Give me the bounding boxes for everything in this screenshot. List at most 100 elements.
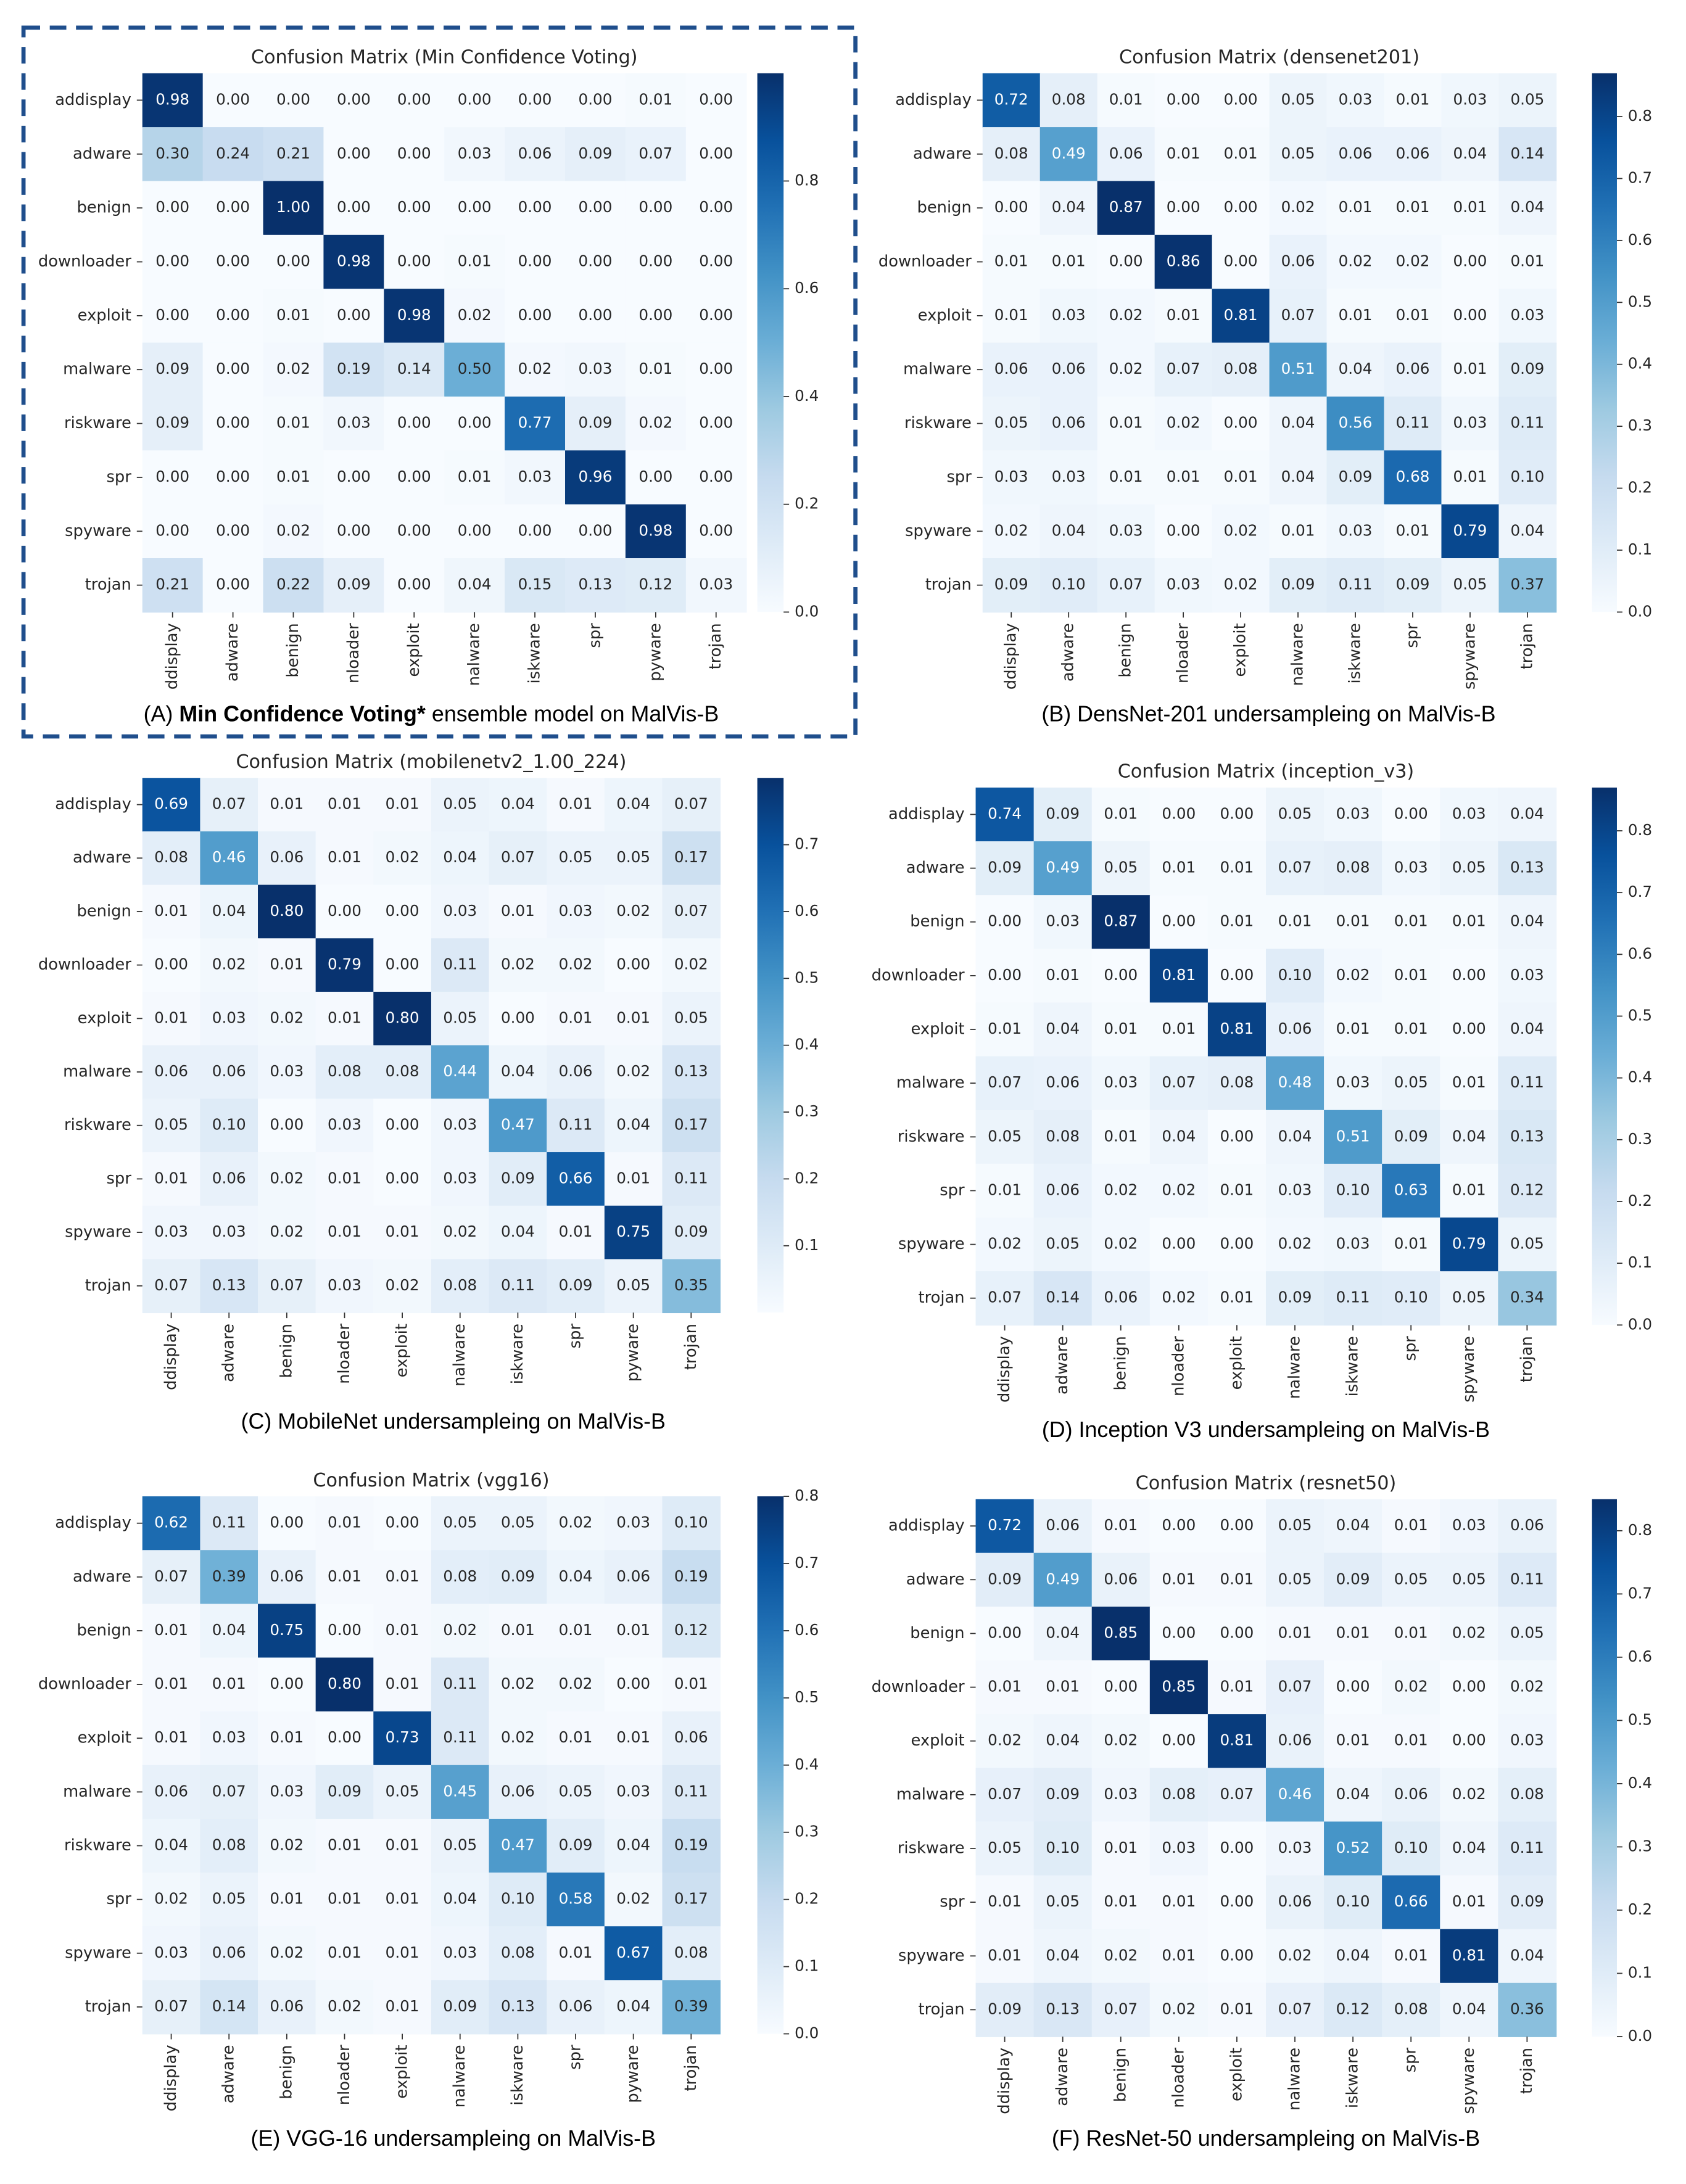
cell-label: 0.03 (579, 360, 613, 377)
heatmap-cell (1033, 1499, 1093, 1554)
cell-label: 0.03 (1278, 1181, 1312, 1198)
heatmap-cell (200, 1152, 258, 1206)
y-tick-label: trojan (925, 575, 972, 594)
y-tick-label: addisplay (888, 1517, 965, 1535)
heatmap-cell (1212, 342, 1270, 397)
heatmap-cell (1269, 558, 1328, 613)
cell-label: 0.06 (1046, 1181, 1080, 1198)
cell-label: 0.24 (216, 144, 250, 162)
cell-label: 0.04 (559, 1567, 593, 1585)
heatmap-cell (444, 504, 506, 559)
cell-label: 0.02 (1104, 1235, 1138, 1253)
x-tick-label: nloader (344, 623, 363, 683)
heatmap-cell (1498, 127, 1557, 182)
cell-label: 0.02 (1109, 306, 1143, 324)
heatmap-cell (1033, 1056, 1093, 1111)
cell-label: 0.00 (1452, 1731, 1486, 1749)
heatmap-cell (200, 1496, 258, 1551)
cell-label: 0.01 (1109, 90, 1143, 108)
cell-label: 0.44 (443, 1062, 477, 1080)
y-tick-label: addisplay (55, 91, 131, 109)
colorbar-tick-label: 0.6 (1628, 1647, 1652, 1665)
colorbar-tick-label: 0.4 (795, 1036, 819, 1053)
y-tick-label: spyware (905, 522, 972, 540)
heatmap-cell (315, 1259, 374, 1314)
heatmap-cell (604, 1550, 663, 1605)
cell-label: 0.03 (1046, 912, 1080, 930)
cell-label: 0.01 (328, 1514, 362, 1531)
cell-label: 0.02 (458, 306, 492, 324)
heatmap-cell (444, 342, 506, 397)
cell-label: 0.56 (1339, 414, 1373, 432)
cell-label: 0.01 (1162, 1946, 1196, 1964)
heatmap-cell (1441, 289, 1500, 344)
cell-label: 0.98 (337, 252, 371, 270)
heatmap-cell (1149, 1056, 1209, 1111)
colorbar-tick-label: 0.7 (795, 835, 819, 853)
heatmap-cell (1441, 450, 1500, 505)
heatmap-cell (547, 1205, 605, 1260)
heatmap-cell (604, 1926, 663, 1981)
heatmap-cell (1324, 1660, 1383, 1715)
heatmap-cell (142, 1550, 201, 1605)
cell-label: 0.00 (276, 252, 310, 270)
cell-label: 0.48 (1278, 1073, 1312, 1091)
cell-label: 0.49 (1046, 1570, 1080, 1588)
heatmap-cell (1097, 504, 1155, 559)
heatmap-cell (142, 1926, 201, 1981)
cell-label: 0.01 (1224, 468, 1258, 485)
cell-label: 0.01 (276, 306, 310, 324)
cell-label: 0.01 (1220, 859, 1254, 876)
cell-label: 0.04 (501, 795, 535, 813)
x-tick-label: exploit (393, 2045, 411, 2098)
heatmap-cell (1382, 1606, 1441, 1661)
heatmap-cell (315, 1765, 374, 1819)
cell-label: 0.03 (1510, 1731, 1544, 1749)
heatmap-cell (1498, 1218, 1557, 1272)
chart-title: Confusion Matrix (Min Confidence Voting) (251, 47, 638, 68)
heatmap-cell (323, 450, 385, 505)
cell-label: 0.00 (1453, 306, 1487, 324)
cell-label: 0.00 (337, 144, 371, 162)
cell-label: 0.03 (443, 1169, 477, 1187)
heatmap-cell (565, 234, 626, 290)
heatmap-cell (142, 181, 204, 236)
cell-label: 0.21 (155, 575, 189, 593)
x-tick-label: ddisplay (163, 623, 181, 690)
cell-label: 0.00 (1220, 1946, 1254, 1964)
heatmap-cell (373, 938, 432, 992)
cell-label: 0.03 (1452, 1516, 1486, 1534)
cell-label: 0.04 (1281, 468, 1315, 485)
heatmap-cell (1033, 787, 1093, 842)
heatmap-cell (625, 342, 687, 397)
heatmap-cell (1440, 1499, 1499, 1554)
heatmap-cell (1039, 127, 1098, 182)
heatmap-cell (200, 1205, 258, 1260)
heatmap-cell (202, 396, 264, 451)
y-tick-label: spr (106, 1890, 131, 1908)
heatmap-cell (142, 1765, 201, 1819)
heatmap-cell (1324, 1163, 1383, 1218)
heatmap-cell (258, 1711, 316, 1766)
cell-label: 0.04 (1052, 521, 1086, 539)
heatmap-cell (263, 558, 324, 613)
heatmap-cell (1149, 895, 1209, 950)
colorbar (1592, 1499, 1617, 2037)
heatmap-cell (975, 1110, 1035, 1164)
cell-label: 0.00 (1104, 1678, 1138, 1696)
cell-label: 0.04 (1278, 1127, 1312, 1145)
cell-label: 0.06 (1396, 360, 1430, 377)
cell-label: 0.04 (212, 902, 246, 920)
colorbar-tick-label: 0.5 (795, 1688, 819, 1706)
heatmap-cell (1326, 289, 1385, 344)
heatmap-cell (444, 181, 506, 236)
heatmap-cell (604, 1152, 663, 1206)
heatmap-cell (604, 778, 663, 832)
cell-label: 0.00 (1452, 1678, 1486, 1696)
cell-label: 0.00 (1336, 1678, 1370, 1696)
y-tick-label: riskware (64, 1116, 131, 1134)
heatmap-cell (1382, 1499, 1441, 1554)
heatmap-cell (489, 884, 548, 939)
heatmap-cell (323, 234, 385, 290)
cell-label: 0.08 (1224, 360, 1258, 377)
